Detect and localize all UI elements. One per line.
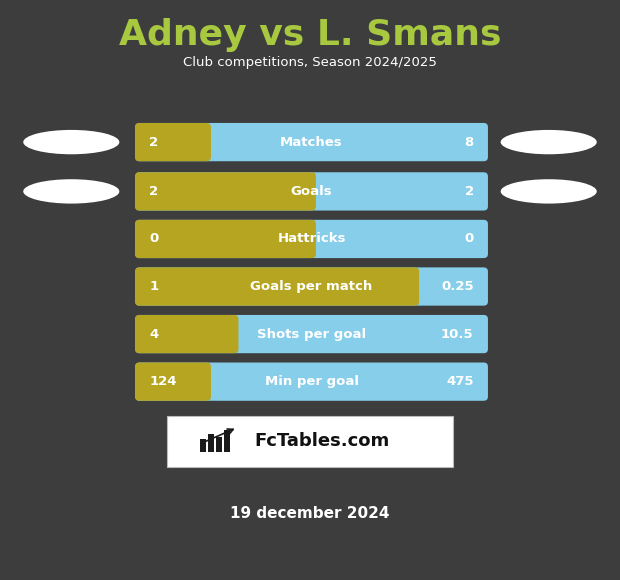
FancyBboxPatch shape <box>135 362 211 401</box>
Text: 1: 1 <box>149 280 159 293</box>
FancyBboxPatch shape <box>135 315 488 353</box>
Text: 2: 2 <box>464 185 474 198</box>
FancyBboxPatch shape <box>200 439 206 452</box>
Text: 8: 8 <box>464 136 474 148</box>
Text: 10.5: 10.5 <box>441 328 474 340</box>
Text: Club competitions, Season 2024/2025: Club competitions, Season 2024/2025 <box>183 56 437 68</box>
Text: 2: 2 <box>149 185 159 198</box>
Text: Min per goal: Min per goal <box>265 375 358 388</box>
Ellipse shape <box>501 130 596 154</box>
FancyBboxPatch shape <box>135 220 316 258</box>
Text: 4: 4 <box>149 328 159 340</box>
Text: Shots per goal: Shots per goal <box>257 328 366 340</box>
Text: Adney vs L. Smans: Adney vs L. Smans <box>119 18 501 52</box>
Text: 19 december 2024: 19 december 2024 <box>230 506 390 521</box>
FancyBboxPatch shape <box>135 362 488 401</box>
FancyBboxPatch shape <box>135 172 488 211</box>
Ellipse shape <box>24 130 120 154</box>
FancyBboxPatch shape <box>135 315 239 353</box>
Text: 2: 2 <box>149 136 159 148</box>
FancyBboxPatch shape <box>216 437 222 452</box>
FancyBboxPatch shape <box>135 267 488 306</box>
FancyBboxPatch shape <box>208 434 214 452</box>
FancyBboxPatch shape <box>135 172 316 211</box>
FancyBboxPatch shape <box>167 416 453 467</box>
FancyBboxPatch shape <box>135 123 211 161</box>
Ellipse shape <box>24 179 120 204</box>
Text: FcTables.com: FcTables.com <box>254 432 389 451</box>
Text: 124: 124 <box>149 375 177 388</box>
Text: 0.25: 0.25 <box>441 280 474 293</box>
Text: 475: 475 <box>446 375 474 388</box>
Text: 0: 0 <box>149 233 159 245</box>
Text: 0: 0 <box>464 233 474 245</box>
Text: Goals: Goals <box>291 185 332 198</box>
FancyBboxPatch shape <box>224 430 230 452</box>
FancyBboxPatch shape <box>135 220 488 258</box>
FancyBboxPatch shape <box>135 123 488 161</box>
FancyBboxPatch shape <box>135 267 419 306</box>
Text: Matches: Matches <box>280 136 343 148</box>
Ellipse shape <box>501 179 596 204</box>
Text: Hattricks: Hattricks <box>277 233 346 245</box>
Text: Goals per match: Goals per match <box>250 280 373 293</box>
